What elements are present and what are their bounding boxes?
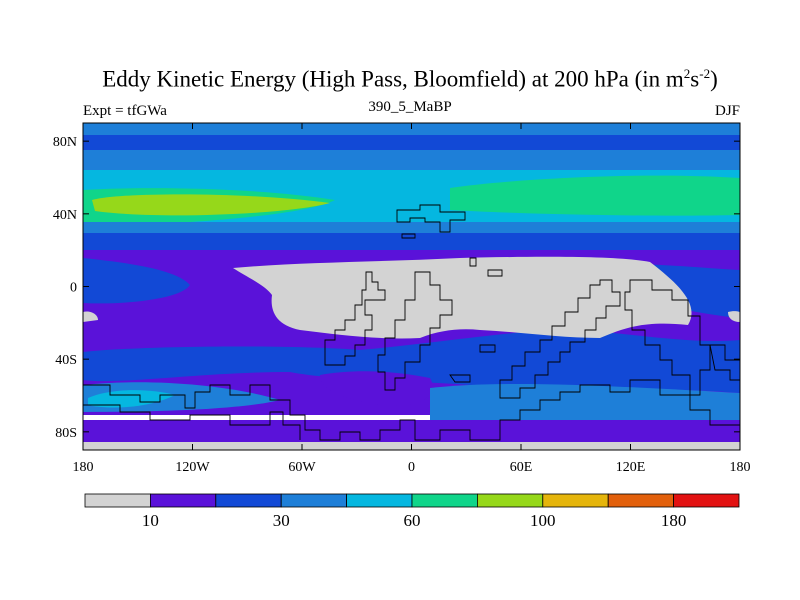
band-midlat-blue [83, 233, 740, 255]
band-midlat-lightblue [83, 222, 740, 235]
continent-south-west [83, 379, 740, 441]
x-tick-label: 60E [510, 460, 533, 475]
south-purple-gap [320, 371, 433, 406]
colorbar-swatch [280, 493, 348, 508]
map-panel [82, 122, 741, 451]
colorbar-label: 10 [142, 511, 159, 530]
continent-north-c [469, 257, 503, 277]
x-tick-label: 120E [616, 460, 646, 475]
y-tick-label: 0 [70, 281, 77, 296]
y-tick-label: 40N [53, 208, 77, 223]
band-polar-south-purple [83, 420, 740, 442]
y-tick-label: 80S [55, 426, 77, 441]
x-tick-label: 120W [175, 460, 210, 475]
tropical-blue-west [83, 258, 190, 304]
colorbar-label: 180 [661, 511, 687, 530]
continent-africa [377, 271, 453, 391]
colorbar-swatch [149, 493, 217, 508]
colorbar-label: 100 [530, 511, 556, 530]
land-outlines [83, 204, 741, 441]
x-tick-label: 60W [288, 460, 316, 475]
y-axis: 80N 40N 0 40S 80S [53, 135, 740, 441]
y-tick-label: 40S [55, 353, 77, 368]
x-tick-label: 180 [73, 460, 94, 475]
continent-east-coast [499, 279, 621, 399]
tropical-low-west-edge [83, 311, 98, 322]
y-tick-label: 80N [53, 135, 77, 150]
season-label: DJF [714, 103, 740, 119]
continent-west-coast [324, 271, 386, 366]
jet-green-east [450, 175, 740, 216]
colorbar-swatch [346, 493, 413, 508]
colorbar-label: 30 [273, 511, 290, 530]
continent-south-inner [83, 404, 301, 440]
south-blue-band [83, 330, 740, 393]
tropical-low-east-edge [728, 311, 740, 322]
colorbar-swatch [411, 493, 478, 508]
colorbar-swatch [673, 493, 740, 508]
continent-north-a [396, 204, 466, 233]
x-tick-label: 180 [730, 460, 751, 475]
colorbar-swatch [607, 493, 675, 508]
colorbar-label: 60 [404, 511, 421, 530]
colorbar-swatch [542, 493, 609, 508]
colorbar-swatch [476, 493, 544, 508]
colorbar-swatch [84, 493, 151, 508]
x-tick-label: 0 [408, 460, 415, 475]
colorbar-swatch [215, 493, 282, 508]
x-axis: 180 120W 60W 0 60E 120E 180 [73, 123, 751, 475]
jet-yellowgreen [92, 194, 330, 216]
tropical-low-region [233, 256, 692, 339]
continent-south-extra [449, 344, 496, 383]
plot-title: Eddy Kinetic Energy (High Pass, Bloomfie… [102, 66, 718, 92]
experiment-label: Expt = tfGWa [83, 103, 167, 119]
continent-north-b [401, 233, 416, 239]
colorbar: 10 30 60 100 180 [84, 493, 740, 530]
plot-subtitle: 390_5_MaBP [368, 99, 452, 115]
